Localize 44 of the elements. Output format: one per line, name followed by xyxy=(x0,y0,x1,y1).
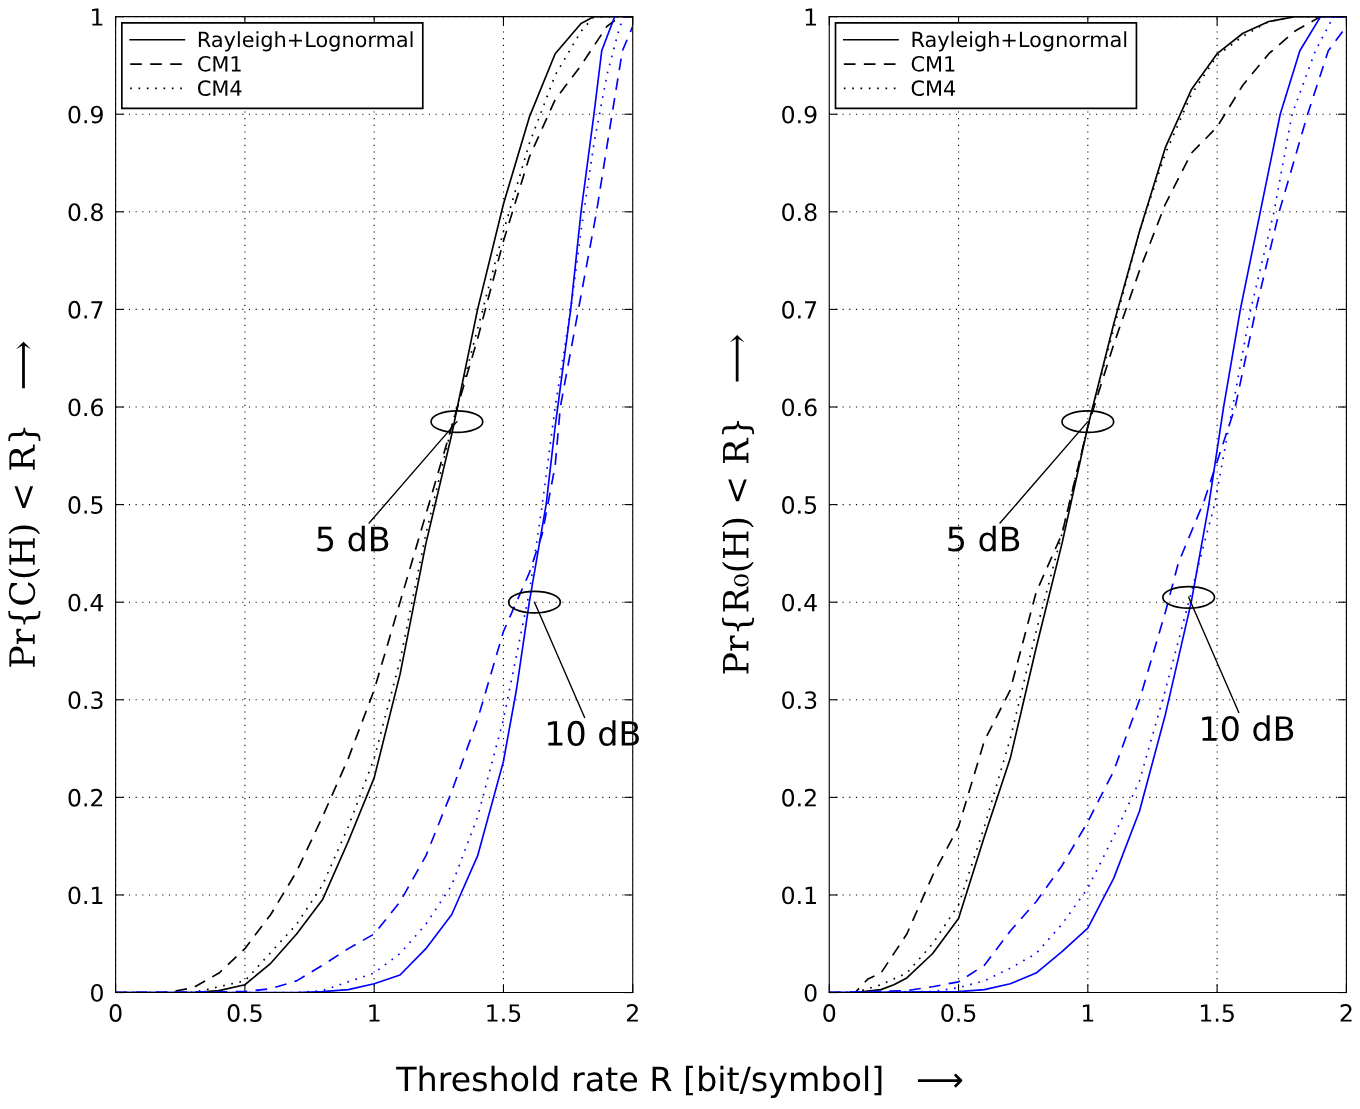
annotation: 5 dB xyxy=(948,525,1020,552)
legend-label: CM4 xyxy=(198,80,242,96)
y-tick-label: 1 xyxy=(92,8,103,26)
y-tick-label: 1 xyxy=(805,8,816,26)
y-tick-label: 0 xyxy=(91,984,103,1002)
x-tick-label: 1 xyxy=(1082,1004,1094,1022)
y-tick-label: 0.4 xyxy=(68,593,104,612)
legend-label: Rayleigh+Lognormal xyxy=(198,31,413,52)
y-tick-label: 0.5 xyxy=(782,496,817,514)
y-tick-label: 0.5 xyxy=(68,496,103,514)
y-tick-label: 0.3 xyxy=(782,691,817,710)
x-tick-label: 0 xyxy=(823,1004,836,1022)
y-tick-label: 0.1 xyxy=(782,886,816,905)
x-tick-label: 2 xyxy=(1340,1004,1352,1022)
x-axis-title: Threshold rate R [bit/symbol] ⟶ xyxy=(396,1065,963,1098)
y-tick-label: 0.7 xyxy=(782,300,817,319)
annotation: 5 dB xyxy=(317,525,389,552)
x-tick-label: 0.5 xyxy=(227,1004,262,1022)
y-tick-label: 0.9 xyxy=(68,105,103,124)
y-tick-label: 0.8 xyxy=(782,203,817,222)
y-tick-label: 0.1 xyxy=(68,886,103,905)
legend-label: CM4 xyxy=(911,80,956,96)
x-tick-label: 0 xyxy=(109,1004,122,1022)
y-tick-label: 0 xyxy=(804,984,817,1002)
y-tick-label: 0.2 xyxy=(68,788,103,807)
y-tick-label: 0.4 xyxy=(782,593,817,612)
x-tick-label: 1.5 xyxy=(1200,1004,1234,1022)
y-axis-title: Pr{R₀(H) < R} ⟶ xyxy=(721,334,755,674)
y-tick-label: 0.8 xyxy=(68,203,103,222)
y-tick-label: 0.7 xyxy=(68,300,103,319)
x-tick-label: 1 xyxy=(369,1004,380,1022)
legend-label: CM1 xyxy=(198,55,241,72)
y-tick-label: 0.6 xyxy=(782,398,817,417)
annotation: 10 dB xyxy=(1202,715,1294,742)
y-tick-label: 0.3 xyxy=(68,691,103,710)
legend-label: CM1 xyxy=(911,55,955,72)
legend-label: Rayleigh+Lognormal xyxy=(912,31,1127,52)
y-tick-label: 0.6 xyxy=(68,398,103,417)
y-tick-label: 0.2 xyxy=(782,788,816,807)
x-tick-label: 0.5 xyxy=(941,1004,976,1022)
x-tick-label: 2 xyxy=(626,1004,638,1022)
y-tick-label: 0.9 xyxy=(782,105,817,124)
y-axis-title: Pr{C(H) < R} ⟶ xyxy=(8,341,41,667)
x-tick-label: 1.5 xyxy=(487,1004,521,1022)
